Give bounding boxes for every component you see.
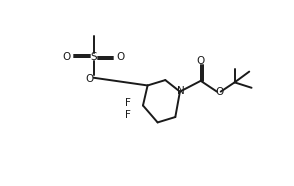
Text: O: O bbox=[216, 87, 224, 97]
Text: F: F bbox=[126, 110, 131, 120]
Text: N: N bbox=[177, 86, 185, 96]
Text: O: O bbox=[116, 52, 125, 62]
Text: O: O bbox=[63, 52, 71, 62]
Text: S: S bbox=[90, 52, 97, 62]
Text: O: O bbox=[86, 73, 94, 84]
Text: F: F bbox=[126, 98, 131, 108]
Text: O: O bbox=[197, 56, 205, 66]
